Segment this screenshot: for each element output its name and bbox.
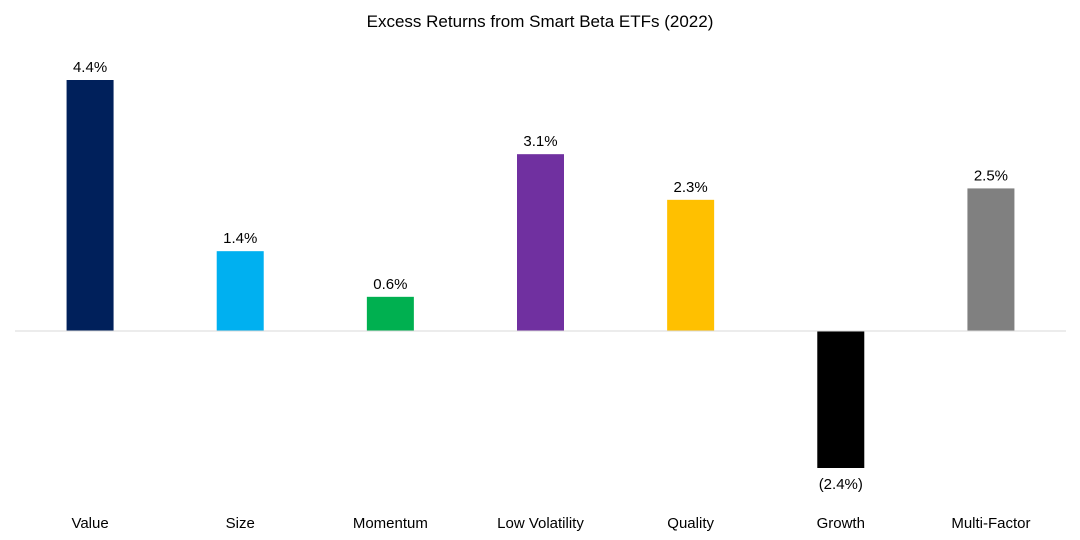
data-label-size: 1.4% xyxy=(223,230,257,247)
bar-momentum xyxy=(366,296,414,332)
bar-value xyxy=(66,80,114,332)
data-labels-group: 4.4% 1.4% 0.6% 3.1% 2.3% (2.4%) 2.5% xyxy=(73,59,1008,493)
bars-group xyxy=(66,80,1015,468)
data-label-growth: (2.4%) xyxy=(819,476,863,493)
bar-multi-factor xyxy=(967,188,1015,332)
data-label-momentum: 0.6% xyxy=(373,276,407,293)
category-label-growth: Growth xyxy=(817,515,865,532)
category-labels-group: Value Size Momentum Low Volatility Quality Gr… xyxy=(71,515,1030,532)
bar-size xyxy=(216,251,264,332)
category-label-momentum: Momentum xyxy=(353,515,428,532)
chart-title: Excess Returns from Smart Beta ETFs (202… xyxy=(367,12,714,31)
data-label-multi-factor: 2.5% xyxy=(974,167,1008,184)
bar-low-volatility xyxy=(517,154,564,332)
category-label-quality: Quality xyxy=(667,515,714,532)
data-label-low-volatility: 3.1% xyxy=(523,133,557,150)
data-label-value: 4.4% xyxy=(73,59,107,76)
category-label-size: Size xyxy=(226,515,255,532)
bar-quality xyxy=(667,199,715,332)
data-label-quality: 2.3% xyxy=(674,179,708,196)
bar-growth xyxy=(817,331,865,468)
category-label-low-volatility: Low Volatility xyxy=(497,515,584,532)
category-label-value: Value xyxy=(71,515,108,532)
category-label-multi-factor: Multi-Factor xyxy=(951,515,1030,532)
